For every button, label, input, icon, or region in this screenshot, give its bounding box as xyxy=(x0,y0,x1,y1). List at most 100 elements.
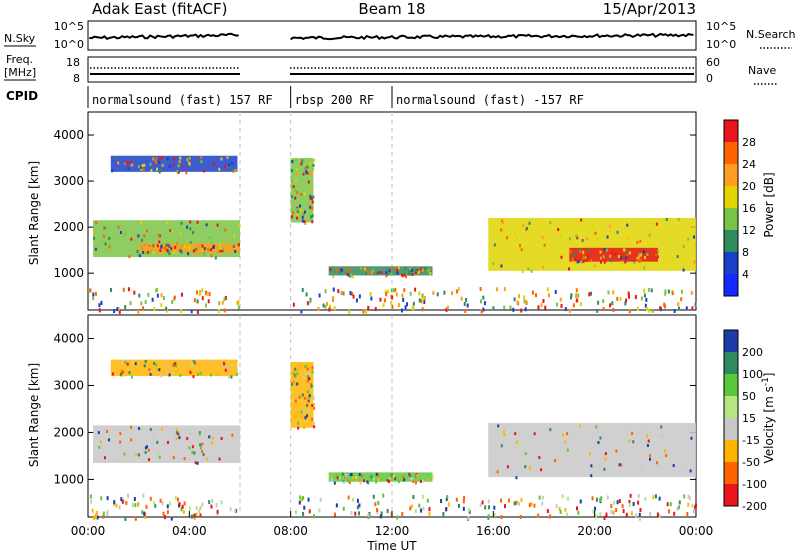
near-range-speck xyxy=(677,302,680,307)
near-range-speck xyxy=(88,288,91,293)
near-range-speck xyxy=(467,507,470,512)
near-range-speck xyxy=(518,294,521,299)
scatter-speck xyxy=(333,481,336,485)
near-range-speck xyxy=(193,515,196,520)
scatter-speck xyxy=(155,244,158,248)
near-range-speck xyxy=(644,303,647,308)
near-range-speck xyxy=(619,296,622,301)
near-range-speck xyxy=(515,500,518,505)
near-range-speck xyxy=(166,504,169,509)
near-range-speck xyxy=(638,512,641,517)
colorbar-swatch-7 xyxy=(724,484,738,506)
colorbar-tick-2: 50 xyxy=(742,390,756,403)
scatter-speck xyxy=(187,252,190,256)
near-range-speck xyxy=(376,507,379,512)
scatter-speck xyxy=(200,160,203,164)
scatter-speck xyxy=(180,250,183,254)
near-range-speck xyxy=(656,512,659,517)
near-range-speck xyxy=(224,295,227,300)
scatter-speck xyxy=(179,373,182,377)
scatter-speck xyxy=(290,195,293,199)
scatter-speck xyxy=(390,267,393,271)
scatter-speck xyxy=(303,396,306,400)
near-range-speck xyxy=(386,509,389,514)
scatter-speck xyxy=(307,172,310,176)
near-range-speck xyxy=(528,503,531,508)
scatter-speck xyxy=(345,267,348,271)
scatter-speck xyxy=(156,167,159,171)
scatter-speck xyxy=(174,245,177,249)
noise-right-tick-top: 10^5 xyxy=(706,20,736,33)
scatter-speck xyxy=(404,267,407,271)
scatter-speck xyxy=(655,461,658,465)
velocity-colorbar-label-main: Velocity [m s xyxy=(762,386,776,463)
scatter-speck xyxy=(149,427,152,431)
near-range-speck xyxy=(495,287,498,292)
near-range-speck xyxy=(165,306,168,311)
scatter-speck xyxy=(645,440,648,444)
scatter-speck xyxy=(311,403,314,407)
scatter-speck xyxy=(95,221,98,225)
scatter-speck xyxy=(602,255,605,259)
near-range-speck xyxy=(664,291,667,296)
near-range-speck xyxy=(426,498,429,503)
scatter-speck xyxy=(211,436,214,440)
scatter-speck xyxy=(238,224,241,228)
scatter-speck xyxy=(291,169,294,173)
scatter-speck xyxy=(590,258,593,262)
colorbar-tick-3: 15 xyxy=(742,412,756,425)
near-range-speck xyxy=(324,289,327,294)
scatter-speck xyxy=(171,229,174,233)
scatter-speck xyxy=(557,228,560,232)
scatter-speck xyxy=(311,214,314,218)
noise-panel: N.Sky 10^5 10^0 10^5 10^0 N.Search xyxy=(4,20,796,51)
scatter-speck xyxy=(134,442,137,446)
scatter-speck xyxy=(210,248,213,252)
scatter-speck xyxy=(290,382,293,386)
scatter-speck xyxy=(693,260,696,264)
near-range-speck xyxy=(127,287,130,292)
scatter-speck xyxy=(579,424,582,428)
near-range-speck xyxy=(117,306,120,311)
near-range-speck xyxy=(595,497,598,502)
scatter-speck xyxy=(506,236,509,240)
near-range-speck xyxy=(652,495,655,500)
scatter-speck xyxy=(310,384,313,388)
scatter-speck xyxy=(108,236,111,240)
scatter-speck xyxy=(308,372,311,376)
scatter-speck xyxy=(301,393,304,397)
scatter-speck xyxy=(140,167,143,171)
near-range-speck xyxy=(602,306,605,311)
near-range-speck xyxy=(354,511,357,516)
scatter-speck xyxy=(617,254,620,258)
scatter-speck xyxy=(168,373,171,377)
near-range-speck xyxy=(524,300,527,305)
scatter-speck xyxy=(500,264,503,268)
scatter-speck xyxy=(197,372,200,376)
cpid-label: CPID xyxy=(6,89,38,103)
scatter-speck xyxy=(189,227,192,231)
colorbar-tick-1: 100 xyxy=(742,368,763,381)
scatter-speck xyxy=(232,169,235,173)
scatter-speck xyxy=(588,452,591,456)
scatter-speck xyxy=(604,457,607,461)
velocity-colorbar-label-close: ] xyxy=(762,373,776,378)
near-range-speck xyxy=(423,295,426,300)
scatter-speck xyxy=(386,478,389,482)
near-range-speck xyxy=(616,500,619,505)
near-range-speck xyxy=(503,305,506,310)
near-range-speck xyxy=(115,503,118,508)
near-range-speck xyxy=(483,301,486,306)
scatter-speck xyxy=(163,159,166,163)
colorbar-tick-2: 20 xyxy=(742,180,756,193)
scatter-speck xyxy=(575,234,578,238)
scatter-speck xyxy=(638,252,641,256)
scatter-speck xyxy=(560,255,563,259)
scatter-speck xyxy=(136,250,139,254)
near-range-speck xyxy=(671,291,674,296)
noise-left-tick-bottom: 10^0 xyxy=(54,38,84,51)
scatter-speck xyxy=(188,368,191,372)
time-axis-label: Time UT xyxy=(366,539,417,553)
scatter-speck xyxy=(594,231,597,235)
scatter-speck xyxy=(370,271,373,275)
